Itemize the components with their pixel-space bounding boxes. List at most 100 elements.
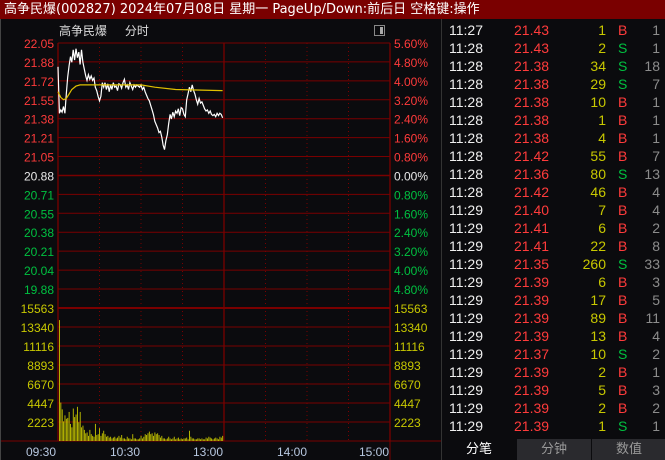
volume-bar — [114, 436, 116, 441]
volume-bar — [68, 411, 70, 441]
average-line — [57, 84, 223, 101]
tick-time: 11:28 — [449, 166, 483, 182]
pct-tick-label: 4.80% — [394, 283, 428, 297]
volume-bar — [150, 434, 152, 441]
tick-time: 11:29 — [449, 346, 483, 362]
tick-volume: 6 — [598, 220, 606, 236]
volume-bar — [151, 433, 153, 441]
tick-time: 11:29 — [449, 310, 483, 326]
volume-bar — [126, 436, 128, 441]
volume-bar — [112, 437, 114, 441]
tick-volume: 1 — [598, 418, 606, 434]
tick-volume: 55 — [590, 148, 606, 164]
volume-bar — [179, 439, 181, 441]
maximize-icon[interactable] — [374, 25, 385, 36]
volume-bar — [157, 433, 159, 441]
tick-time: 11:28 — [449, 76, 483, 92]
volume-bar — [209, 437, 211, 441]
tab-values[interactable]: 数值 — [592, 439, 665, 460]
tick-side: S — [618, 76, 628, 92]
volume-bar — [118, 435, 120, 441]
volume-bar — [88, 435, 89, 441]
volume-bar — [78, 422, 80, 441]
tick-count: 1 — [652, 94, 660, 110]
tick-time: 11:28 — [449, 40, 483, 56]
tick-price: 21.39 — [514, 418, 550, 434]
volume-bar — [191, 438, 193, 441]
volume-bar — [204, 439, 206, 441]
tick-count: 13 — [644, 166, 660, 182]
tick-time: 11:29 — [449, 238, 483, 254]
volume-bar — [137, 439, 139, 441]
tick-volume: 4 — [598, 130, 606, 146]
volume-bar — [218, 439, 219, 441]
time-tick-label: 10:30 — [110, 445, 140, 459]
volume-bar — [89, 429, 91, 441]
time-tick-label: 09:30 — [26, 445, 56, 459]
tab-ticks[interactable]: 分笔 — [442, 439, 516, 460]
volume-tick-label: 4447 — [394, 397, 421, 411]
window-title: 高争民爆(002827) 2024年07月08日 星期一 PageUp/Down… — [0, 0, 665, 19]
volume-tick-label: 15563 — [21, 302, 55, 316]
volume-tick-label: 2223 — [394, 416, 421, 430]
tick-price: 21.39 — [514, 364, 550, 380]
volume-bar — [99, 428, 100, 441]
volume-bar — [182, 439, 183, 441]
pct-tick-label: 0.00% — [394, 169, 428, 183]
price-tick-label: 21.05 — [24, 151, 54, 165]
tick-price: 21.41 — [514, 220, 550, 236]
time-tick-label: 13:00 — [193, 445, 223, 459]
tab-minutes[interactable]: 分钟 — [517, 439, 591, 460]
tick-volume: 17 — [590, 292, 606, 308]
tick-row: 11:28 21.38 10 B 1 — [442, 93, 665, 111]
volume-bar — [139, 438, 141, 441]
tick-price: 21.42 — [514, 148, 550, 164]
tick-row: 11:29 21.41 22 B 8 — [442, 237, 665, 255]
tick-time: 11:29 — [449, 364, 483, 380]
tick-row: 11:28 21.38 4 B 1 — [442, 129, 665, 147]
tick-time: 11:28 — [449, 130, 483, 146]
volume-bar — [162, 438, 164, 441]
price-tick-label: 21.55 — [24, 94, 54, 108]
volume-tick-label: 2223 — [27, 416, 54, 430]
volume-bar — [75, 414, 77, 441]
tick-time: 11:29 — [449, 382, 483, 398]
volume-bar — [200, 439, 201, 441]
tick-volume: 260 — [582, 256, 606, 272]
volume-bar — [64, 415, 66, 441]
pct-tick-label: 3.20% — [394, 245, 428, 259]
intraday-chart[interactable]: 22.05 5.60% 21.88 4.80% 21.72 4.00% 21.55 3.20%… — [1, 19, 441, 460]
tick-side: B — [618, 400, 628, 416]
volume-bar — [171, 439, 172, 441]
volume-bar — [76, 406, 78, 441]
tick-time: 11:28 — [449, 112, 483, 128]
volume-bar — [119, 437, 121, 441]
volume-bar — [198, 438, 200, 441]
volume-tick-label: 11116 — [23, 340, 54, 354]
price-tick-label: 20.55 — [24, 207, 54, 221]
price-tick-label: 20.38 — [24, 226, 54, 240]
tick-count: 3 — [652, 382, 660, 398]
volume-bar — [175, 439, 177, 441]
volume-tick-label: 4447 — [27, 397, 54, 411]
volume-bar — [74, 417, 76, 441]
tick-tabs: 分笔 分钟 数值 — [442, 439, 665, 460]
tick-row: 11:29 21.39 2 B 2 — [442, 399, 665, 417]
tick-volume: 7 — [598, 202, 606, 218]
volume-tick-label: 6670 — [27, 378, 54, 392]
tick-time: 11:29 — [449, 256, 483, 272]
volume-bar — [205, 437, 207, 441]
volume-bar — [197, 438, 199, 441]
tick-volume: 1 — [598, 22, 606, 38]
volume-bar — [187, 439, 189, 441]
volume-bar — [129, 438, 131, 441]
volume-bar — [219, 436, 221, 441]
tick-count: 8 — [652, 238, 660, 254]
tick-time: 11:29 — [449, 274, 483, 290]
tick-row: 11:28 21.38 34 S 18 — [442, 57, 665, 75]
tick-price: 21.35 — [514, 256, 550, 272]
tick-side: S — [618, 346, 628, 362]
pct-tick-label: 4.00% — [394, 264, 428, 278]
tick-row: 11:29 21.39 6 B 3 — [442, 273, 665, 291]
tick-side: B — [618, 22, 628, 38]
